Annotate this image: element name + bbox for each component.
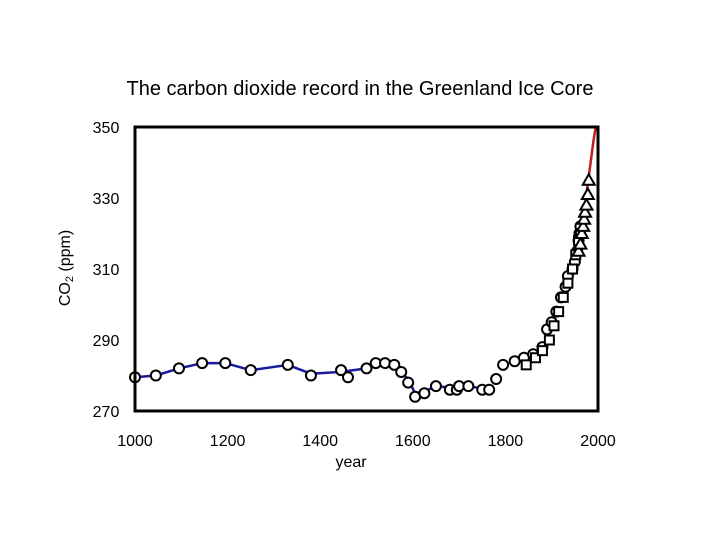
data-point-circle: [244, 364, 257, 377]
data-point-circle: [483, 383, 496, 396]
chart-title: The carbon dioxide record in the Greenla…: [126, 78, 594, 100]
data-point-square: [562, 277, 574, 289]
data-point-circle: [462, 380, 475, 393]
x-tick-label: 1000: [117, 433, 153, 450]
data-point-square: [553, 306, 565, 318]
x-tick-label: 2000: [580, 433, 616, 450]
data-point-circle: [497, 358, 510, 371]
data-point-circle: [149, 369, 162, 382]
x-tick-label: 1600: [395, 433, 431, 450]
y-tick-label: 270: [93, 404, 120, 421]
data-point-circle: [335, 364, 348, 377]
data-point-triangle: [581, 172, 597, 186]
data-point-triangle: [578, 197, 595, 211]
data-point-triangle: [572, 236, 589, 250]
x-tick-label: 1400: [302, 433, 338, 450]
data-point-circle: [281, 358, 294, 371]
data-point-triangle: [576, 211, 592, 225]
y-axis-label: CO2 (ppm): [57, 230, 76, 306]
data-point-triangle: [574, 225, 590, 239]
y-axis-label-sub: 2: [64, 276, 76, 282]
data-point-square: [536, 345, 548, 357]
x-tick-labels: 1000 1200 1400 1600 1800 2000: [117, 433, 616, 450]
data-point-triangle: [577, 204, 593, 218]
y-tick-label: 330: [93, 191, 120, 208]
data-point-circle: [402, 376, 415, 389]
y-tick-label: 290: [93, 333, 120, 350]
data-point-circle: [219, 357, 232, 370]
y-axis-label-main: CO: [57, 282, 74, 306]
data-point-circle: [395, 365, 408, 378]
data-point-triangle: [580, 186, 596, 200]
data-point-circle: [379, 357, 392, 370]
data-point-square: [543, 334, 555, 346]
data-point-circle: [196, 357, 209, 370]
y-tick-labels: 350 330 310 290 270: [93, 120, 120, 421]
data-point-square: [557, 291, 569, 303]
data-point-square: [520, 359, 532, 371]
plot-frame: [133, 125, 600, 413]
data-point-circle: [172, 362, 185, 375]
data-point-triangle: [570, 243, 587, 257]
data-point-triangle: [575, 218, 591, 232]
x-tick-label: 1800: [488, 433, 524, 450]
data-point-circle: [304, 369, 317, 382]
data-points: [129, 172, 597, 403]
x-tick-label: 1200: [210, 433, 246, 450]
y-tick-label: 310: [93, 262, 120, 279]
data-point-square: [529, 352, 541, 364]
data-point-circle: [418, 387, 431, 400]
y-axis-label-units: (ppm): [57, 230, 74, 276]
data-point-square: [567, 263, 579, 275]
x-axis-label: year: [335, 454, 367, 471]
data-point-circle: [429, 380, 442, 393]
data-point-circle: [341, 371, 354, 384]
y-tick-label: 350: [93, 120, 120, 137]
data-point-circle: [360, 362, 373, 375]
data-point-circle: [490, 373, 503, 386]
data-point-square: [548, 320, 560, 332]
data-point-circle: [388, 358, 401, 371]
